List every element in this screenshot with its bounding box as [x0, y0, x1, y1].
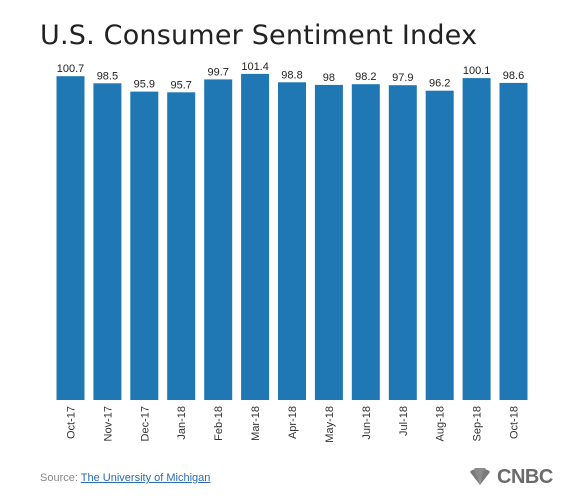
x-tick-labels-group: Oct-17 Nov-17 Dec-17 Jan-18 Feb-18 Mar-18 Apr-… [66, 406, 521, 443]
value-label: 98.8 [281, 69, 302, 81]
x-tick-label: Oct-17 [66, 406, 78, 439]
value-labels-group: 100.7 98.5 95.9 95.7 99.7 101.4 98.8 98 98.2 97.9… [57, 61, 524, 91]
logo-text: CNBC [497, 465, 553, 488]
value-label: 100.1 [463, 65, 491, 77]
source-note: Source: The University of Michigan [40, 472, 210, 484]
bar-jul-18 [388, 85, 417, 400]
x-tick-label: Jun-18 [361, 406, 373, 440]
bar-mar-18 [241, 73, 270, 401]
source-prefix: Source: [40, 472, 81, 484]
value-label: 98.2 [355, 71, 376, 83]
bar-jun-18 [351, 84, 380, 400]
cnbc-logo: CNBC [467, 466, 553, 488]
source-link[interactable]: The University of Michigan [80, 472, 211, 484]
bar-oct-17 [56, 76, 85, 400]
value-label: 96.2 [429, 78, 450, 90]
bar-feb-18 [204, 79, 233, 401]
bar-sep-18 [462, 78, 491, 400]
value-label: 98.6 [503, 70, 524, 82]
value-label: 97.9 [392, 72, 413, 84]
x-tick-label: Nov-17 [102, 406, 114, 441]
x-tick-label: Jul-18 [398, 406, 410, 436]
value-label: 95.9 [134, 79, 155, 91]
bar-aug-18 [425, 90, 454, 400]
bar-apr-18 [278, 82, 306, 401]
x-tick-label: Sep-18 [472, 406, 484, 441]
bar-chart: 100.7 98.5 95.9 95.7 99.7 101.4 98.8 98 98.2 97.9… [56, 61, 528, 443]
x-tick-label: Feb-18 [213, 406, 225, 441]
value-label: 99.7 [207, 66, 228, 78]
value-label: 98 [323, 72, 335, 84]
value-label: 100.7 [57, 63, 85, 75]
x-tick-label: Jan-18 [176, 406, 188, 440]
x-tick-label: May-18 [324, 406, 336, 443]
bar-may-18 [314, 84, 343, 401]
value-label: 98.5 [97, 70, 118, 82]
x-tick-label: Mar-18 [250, 406, 262, 441]
x-tick-label: Apr-18 [287, 406, 299, 439]
chart-title: U.S. Consumer Sentiment Index [40, 20, 478, 51]
bar-nov-17 [93, 83, 122, 401]
x-tick-label: Aug-18 [435, 406, 447, 441]
value-label: 95.7 [170, 79, 191, 91]
value-label: 101.4 [241, 61, 269, 73]
x-tick-label: Dec-17 [139, 406, 151, 441]
bar-jan-18 [167, 92, 196, 401]
peacock-icon [470, 468, 490, 485]
bars-group [56, 73, 528, 401]
bar-dec-17 [130, 91, 159, 400]
bar-oct-18 [499, 82, 528, 401]
x-tick-label: Oct-18 [509, 406, 521, 439]
